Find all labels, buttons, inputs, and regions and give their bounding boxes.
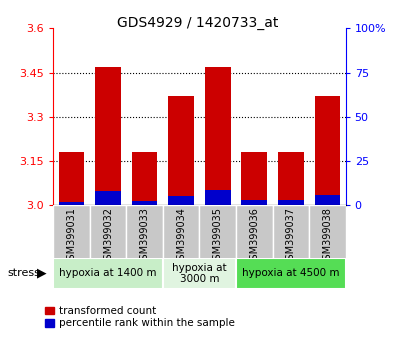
Bar (59, 202, 85, 205)
FancyBboxPatch shape (236, 205, 273, 260)
Bar (205, 190, 231, 205)
Bar (278, 152, 304, 205)
FancyBboxPatch shape (53, 205, 90, 260)
FancyBboxPatch shape (163, 258, 236, 289)
Legend: transformed count, percentile rank within the sample: transformed count, percentile rank withi… (45, 306, 235, 328)
Text: hypoxia at 1400 m: hypoxia at 1400 m (59, 268, 157, 279)
Text: GSM399036: GSM399036 (249, 207, 259, 266)
Bar (95, 67, 121, 205)
Bar (132, 201, 158, 205)
Bar (314, 96, 340, 205)
Text: GSM399033: GSM399033 (140, 207, 150, 266)
Text: GSM399035: GSM399035 (213, 207, 223, 266)
Text: ▶: ▶ (37, 267, 46, 280)
FancyBboxPatch shape (163, 205, 199, 260)
Bar (95, 191, 121, 205)
Text: hypoxia at
3000 m: hypoxia at 3000 m (172, 263, 227, 284)
Text: GSM399038: GSM399038 (322, 207, 332, 266)
Bar (278, 200, 304, 205)
Text: GSM399037: GSM399037 (286, 207, 296, 266)
Bar (241, 200, 267, 205)
FancyBboxPatch shape (126, 205, 163, 260)
Bar (241, 152, 267, 205)
Text: hypoxia at 4500 m: hypoxia at 4500 m (242, 268, 340, 279)
FancyBboxPatch shape (236, 258, 346, 289)
Text: GDS4929 / 1420733_at: GDS4929 / 1420733_at (117, 16, 278, 30)
Text: stress: stress (8, 268, 41, 278)
FancyBboxPatch shape (309, 205, 346, 260)
Text: GSM399032: GSM399032 (103, 207, 113, 266)
Bar (168, 196, 194, 205)
Bar (314, 195, 340, 205)
Bar (205, 67, 231, 205)
FancyBboxPatch shape (53, 258, 163, 289)
FancyBboxPatch shape (273, 205, 309, 260)
FancyBboxPatch shape (199, 205, 236, 260)
Bar (132, 152, 158, 205)
Bar (168, 96, 194, 205)
Bar (59, 152, 85, 205)
Text: GSM399034: GSM399034 (176, 207, 186, 266)
Text: GSM399031: GSM399031 (67, 207, 77, 266)
FancyBboxPatch shape (90, 205, 126, 260)
